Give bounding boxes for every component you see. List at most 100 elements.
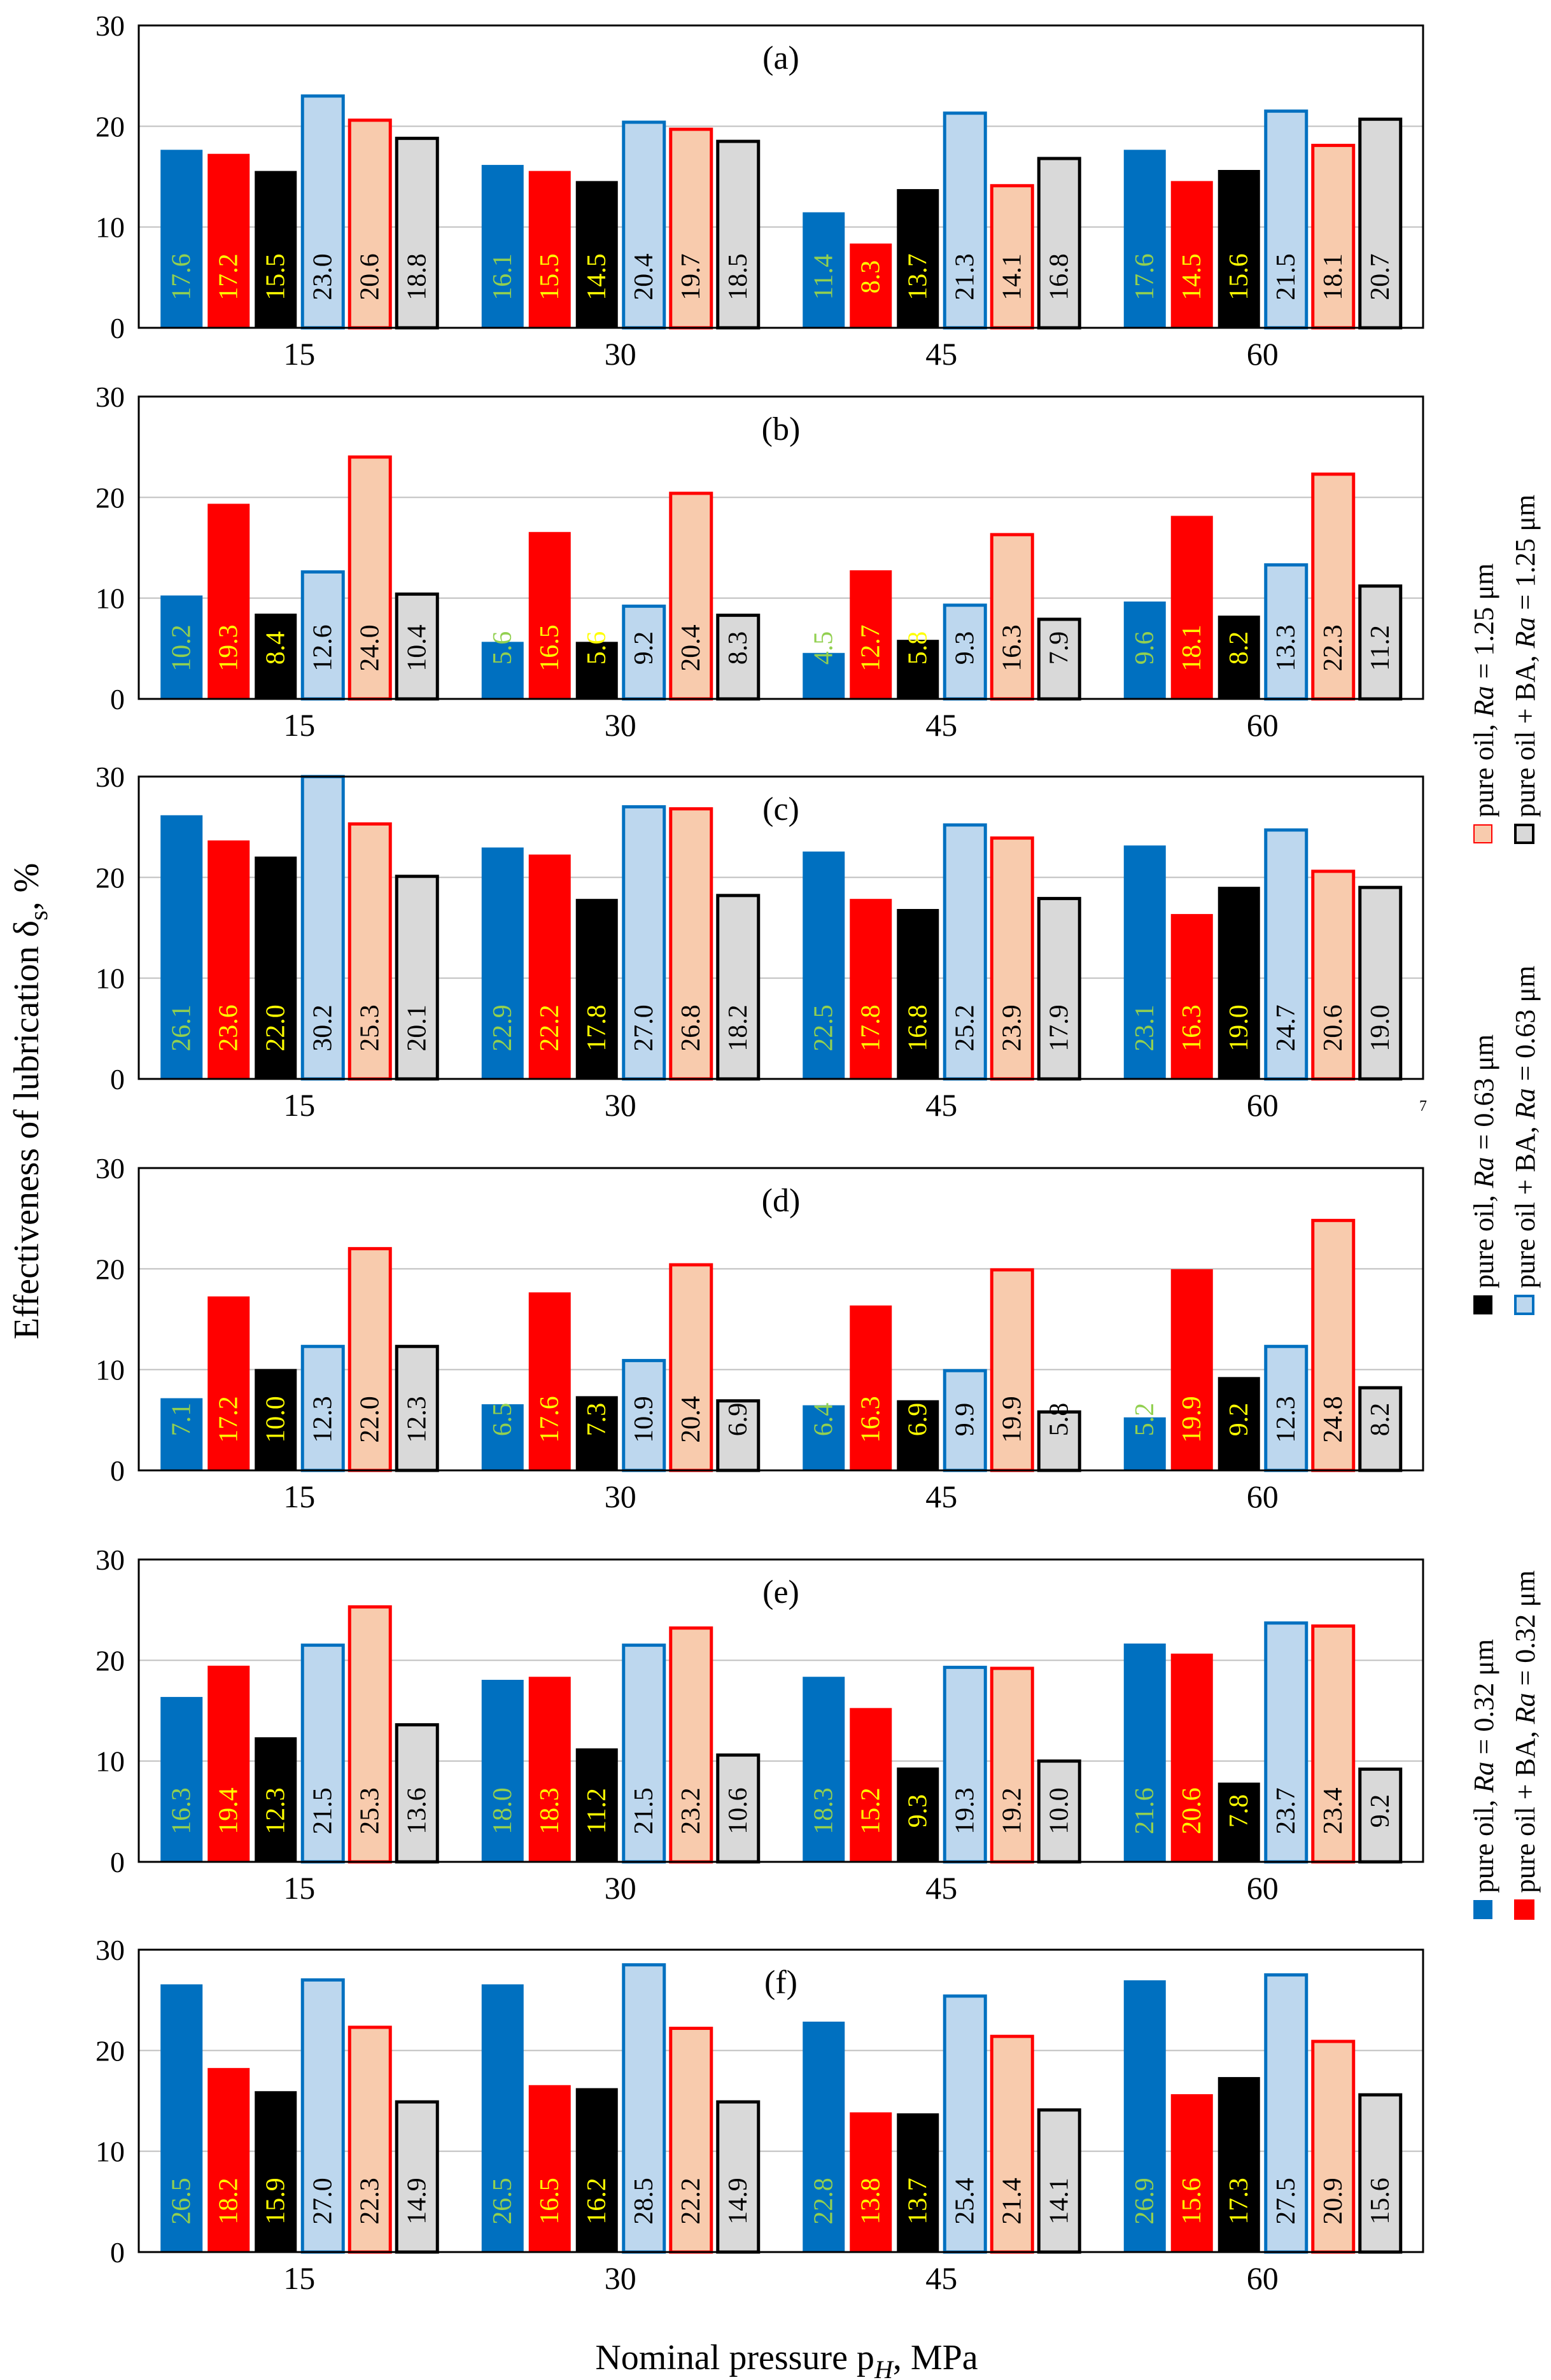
bar xyxy=(897,1767,939,1862)
bar-value-label: 20.4 xyxy=(677,624,706,672)
x-tick-label: 30 xyxy=(605,707,636,743)
bar-value-label: 26.5 xyxy=(167,2178,196,2225)
bar xyxy=(575,1748,618,1863)
bar xyxy=(347,822,392,1081)
panel-f: 0 10 20 30 (f) 26.5 26.5 22.8 26.9 18.2 16.5 13.8 15… xyxy=(95,1934,1424,2296)
bar xyxy=(481,1984,524,2253)
bar-value-label: 11.2 xyxy=(582,1788,612,1834)
bar-value-label: 13.7 xyxy=(903,2178,932,2225)
x-axis-label: Nominal pressure pH, MPa xyxy=(595,2338,978,2380)
bar-value-label: 19.2 xyxy=(997,1787,1027,1834)
bar xyxy=(850,570,892,700)
bar xyxy=(716,614,761,701)
panel-title: (b) xyxy=(762,411,801,447)
bar xyxy=(669,2027,713,2254)
bar-value-label: 5.8 xyxy=(1044,1403,1074,1437)
x-tick-label: 30 xyxy=(605,1087,636,1123)
x-tick-label: 30 xyxy=(605,2260,636,2296)
bar-value-label: 19.4 xyxy=(214,1787,243,1834)
bar xyxy=(528,854,571,1080)
x-tick-label: 15 xyxy=(283,707,315,743)
panel-title: (e) xyxy=(762,1574,799,1610)
y-tick-label: 20 xyxy=(95,110,125,143)
plot-frame xyxy=(137,775,1424,1080)
y-tick-label: 10 xyxy=(95,1745,125,1778)
bar-value-label: 18.3 xyxy=(535,1787,565,1834)
bar-value-label: 22.3 xyxy=(355,2178,384,2225)
legend-entry: pure oil + BA, Ra = 0.63 μm xyxy=(1510,966,1541,1315)
bar-value-label: 15.5 xyxy=(535,253,565,300)
y-tick-label: 30 xyxy=(95,761,125,793)
bar xyxy=(575,181,618,328)
panel-e: 0 10 20 30 (e) 16.3 18.0 18.3 21.6 19.4 18.3 15.2 20… xyxy=(95,1544,1424,1906)
bar xyxy=(1358,117,1403,330)
legend-swatch xyxy=(1514,1899,1534,1920)
bar xyxy=(207,153,250,329)
legend-entry: pure oil, Ra = 0.63 μm xyxy=(1468,1034,1499,1314)
bar-value-label: 25.2 xyxy=(950,1004,979,1052)
panel-c: 0 10 20 30 (c) 26.1 22.9 22.5 23.1 23.6 22.2 17.8 16… xyxy=(95,761,1424,1123)
bar xyxy=(207,2067,250,2253)
bar-value-label: 12.7 xyxy=(856,624,885,672)
bar-value-label: 26.9 xyxy=(1130,2178,1160,2225)
bar-value-label: 17.2 xyxy=(214,253,243,300)
bar-value-label: 22.5 xyxy=(809,1004,838,1052)
bar xyxy=(803,1405,845,1472)
bar xyxy=(1170,2094,1213,2253)
bar-value-label: 27.5 xyxy=(1272,2178,1301,2225)
bar xyxy=(943,111,987,330)
y-tick-label: 30 xyxy=(95,10,125,42)
bar-value-label: 19.0 xyxy=(1225,1004,1254,1052)
bar-value-label: 23.1 xyxy=(1130,1004,1160,1052)
bar-value-label: 8.2 xyxy=(1225,631,1254,665)
bar-value-label: 9.3 xyxy=(950,631,979,665)
panel-title: (f) xyxy=(764,1964,797,2001)
bar-value-label: 27.0 xyxy=(629,1004,659,1052)
bar-value-label: 9.6 xyxy=(1130,631,1160,665)
bar xyxy=(300,1978,345,2254)
bar-value-label: 19.9 xyxy=(997,1396,1027,1443)
bar-value-label: 16.1 xyxy=(488,253,517,300)
bar-value-label: 15.2 xyxy=(856,1787,885,1834)
bar-value-label: 8.4 xyxy=(261,631,290,665)
bar xyxy=(255,171,297,329)
bar xyxy=(850,2112,892,2253)
bar-value-label: 16.2 xyxy=(582,2178,612,2225)
bar-value-label: 22.8 xyxy=(809,2178,838,2225)
bar-value-label: 22.0 xyxy=(261,1004,290,1052)
bar xyxy=(1123,1417,1166,1472)
bar xyxy=(395,2100,439,2254)
bar xyxy=(850,1708,892,1862)
bar-value-label: 14.1 xyxy=(1044,2178,1074,2225)
bar xyxy=(160,150,203,328)
bar xyxy=(481,1404,524,1471)
x-tick-label: 30 xyxy=(605,336,636,372)
y-tick-label: 10 xyxy=(95,962,125,995)
bar xyxy=(1170,181,1213,328)
x-tick-label: 60 xyxy=(1247,707,1279,743)
bar xyxy=(160,1984,203,2253)
bar-value-label: 15.5 xyxy=(261,253,290,300)
bar-value-label: 8.3 xyxy=(856,260,885,294)
x-tick-label: 15 xyxy=(283,1870,315,1906)
legend-swatch xyxy=(1473,1295,1492,1314)
x-tick-label: 30 xyxy=(605,1479,636,1514)
bar-value-label: 18.1 xyxy=(1177,624,1207,672)
bar-value-label: 16.5 xyxy=(535,624,565,672)
bar xyxy=(622,1358,666,1472)
bar-value-label: 23.9 xyxy=(997,1004,1027,1052)
bar xyxy=(1218,1782,1260,1862)
bar-value-label: 10.9 xyxy=(629,1396,659,1443)
x-tick-label: 60 xyxy=(1247,1087,1279,1123)
y-tick-label: 20 xyxy=(95,1253,125,1285)
bar xyxy=(1358,2093,1403,2254)
bar xyxy=(1123,150,1166,328)
bar-value-label: 5.2 xyxy=(1130,1403,1160,1437)
legend-label: pure oil, Ra = 0.32 μm xyxy=(1468,1639,1499,1893)
bar-value-label: 12.3 xyxy=(261,1787,290,1834)
bar xyxy=(575,2088,618,2253)
x-tick-label: 45 xyxy=(925,336,957,372)
bar-value-label: 15.6 xyxy=(1177,2178,1207,2225)
panel-a: 0 10 20 30 (a) 17.6 16.1 11.4 17.6 17.2 15.5 8.3 14.… xyxy=(95,10,1424,372)
y-tick-label: 30 xyxy=(95,1934,125,1966)
